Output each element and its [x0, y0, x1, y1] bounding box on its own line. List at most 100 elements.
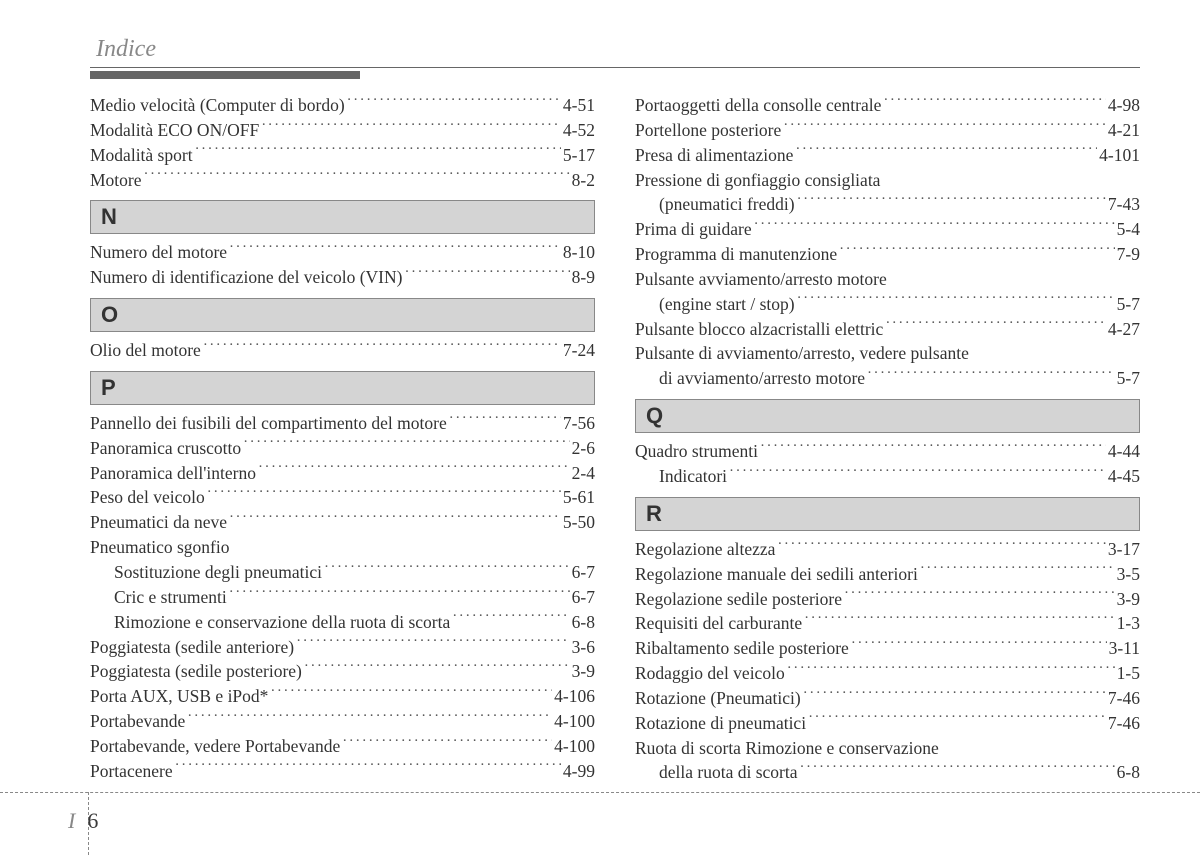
leader-dots: [760, 440, 1106, 458]
leader-dots: [971, 342, 1138, 360]
index-entry-page: 4-52: [563, 118, 595, 143]
index-entry: Panoramica dell'interno2-4: [90, 461, 595, 486]
leader-dots: [729, 464, 1106, 482]
index-entry-page: 4-100: [554, 734, 595, 759]
index-entry-page: 7-43: [1108, 192, 1140, 217]
index-entry: della ruota di scorta6-8: [635, 760, 1140, 785]
index-entry-page: 8-2: [572, 168, 595, 193]
index-entry-label: Porta AUX, USB e iPod*: [90, 684, 268, 709]
index-entry-label: Portaoggetti della consolle centrale: [635, 93, 881, 118]
index-entry: Pulsante di avviamento/arresto, vedere p…: [635, 341, 1140, 366]
index-entry-label: Sostituzione degli pneumatici: [114, 560, 322, 585]
index-entry-page: 3-11: [1109, 636, 1140, 661]
index-entry-page: 7-9: [1117, 242, 1140, 267]
index-entry: (pneumatici freddi)7-43: [635, 192, 1140, 217]
header-rule: [90, 67, 1140, 68]
index-entry-page: 2-6: [572, 436, 595, 461]
index-entry-label: Pneumatico sgonfio: [90, 535, 230, 560]
index-entry-label: Panoramica cruscotto: [90, 436, 241, 461]
index-entry: Modalità ECO ON/OFF4-52: [90, 118, 595, 143]
index-entry-page: 5-50: [563, 510, 595, 535]
index-entry-label: Rimozione e conservazione della ruota di…: [114, 610, 450, 635]
index-entry: Portacenere 4-99: [90, 759, 595, 784]
index-entry: Rotazione di pneumatici7-46: [635, 711, 1140, 736]
section-letter: O: [90, 298, 595, 332]
leader-dots: [883, 94, 1106, 112]
index-entry: Porta AUX, USB e iPod*4-106: [90, 684, 595, 709]
leader-dots: [795, 143, 1097, 161]
leader-dots: [187, 710, 552, 728]
index-entry: Ruota di scorta Rimozione e conservazion…: [635, 736, 1140, 761]
index-entry: Pneumatico sgonfio: [90, 535, 595, 560]
index-entry-page: 5-17: [563, 143, 595, 168]
index-entry-label: Portabevande, vedere Portabevande: [90, 734, 340, 759]
index-entry-label: Pulsante avviamento/arresto motore: [635, 267, 887, 292]
index-entry-label: Pressione di gonfiaggio consigliata: [635, 168, 880, 193]
index-entry-label: Ribaltamento sedile posteriore: [635, 636, 849, 661]
index-entry-label: Quadro strumenti: [635, 439, 758, 464]
index-entry-page: 4-44: [1108, 439, 1140, 464]
leader-dots: [787, 662, 1115, 680]
index-entry: Pressione di gonfiaggio consigliata: [635, 168, 1140, 193]
index-entry: Regolazione altezza3-17: [635, 537, 1140, 562]
index-entry: Peso del veicolo5-61: [90, 485, 595, 510]
index-entry-label: Cric e strumenti: [114, 585, 227, 610]
leader-dots: [229, 585, 570, 603]
index-entry: Sostituzione degli pneumatici 6-7: [90, 560, 595, 585]
index-entry-page: 5-7: [1117, 366, 1140, 391]
index-entry-page: 8-9: [572, 265, 595, 290]
index-entry-page: 1-3: [1117, 611, 1140, 636]
index-entry-label: Numero del motore: [90, 240, 227, 265]
index-entry: Modalità sport 5-17: [90, 143, 595, 168]
index-entry-page: 3-9: [572, 659, 595, 684]
leader-dots: [229, 511, 561, 529]
footer-dashed-line: [0, 792, 1200, 793]
index-entry-label: Pulsante blocco alzacristalli elettric: [635, 317, 883, 342]
leader-dots: [207, 486, 561, 504]
index-entry-label: Pneumatici da neve: [90, 510, 227, 535]
index-entry: Pannello dei fusibili del compartimento …: [90, 411, 595, 436]
index-entry: Poggiatesta (sedile posteriore) 3-9: [90, 659, 595, 684]
leader-dots: [347, 94, 561, 112]
index-entry-label: Portabevande: [90, 709, 185, 734]
leader-dots: [851, 637, 1107, 655]
index-entry-label: Portacenere: [90, 759, 173, 784]
leader-dots: [195, 143, 561, 161]
index-entry-page: 6-8: [1117, 760, 1140, 785]
index-entry-page: 7-46: [1108, 711, 1140, 736]
index-entry-label: Peso del veicolo: [90, 485, 205, 510]
leader-dots: [229, 241, 561, 259]
index-entry-label: Modalità sport: [90, 143, 193, 168]
leader-dots: [449, 411, 561, 429]
index-entry-label: (engine start / stop): [659, 292, 795, 317]
index-entry-page: 4-98: [1108, 93, 1140, 118]
index-entry-page: 3-9: [1117, 587, 1140, 612]
leader-dots: [808, 711, 1106, 729]
index-entry-page: 4-101: [1099, 143, 1140, 168]
header-bar: [90, 71, 360, 79]
index-entry-page: 6-7: [572, 585, 595, 610]
index-entry-page: 6-8: [572, 610, 595, 635]
index-entry: Portabevande, vedere Portabevande 4-100: [90, 734, 595, 759]
index-entry: Motore8-2: [90, 168, 595, 193]
index-entry: Panoramica cruscotto 2-6: [90, 436, 595, 461]
index-entry-page: 4-21: [1108, 118, 1140, 143]
index-entry: Rodaggio del veicolo1-5: [635, 661, 1140, 686]
index-entry: Olio del motore7-24: [90, 338, 595, 363]
section-letter: N: [90, 200, 595, 234]
index-entry-page: 4-99: [563, 759, 595, 784]
leader-dots: [754, 218, 1115, 236]
index-entry-page: 3-6: [572, 635, 595, 660]
index-entry: Poggiatesta (sedile anteriore)3-6: [90, 635, 595, 660]
index-entry-label: Poggiatesta (sedile posteriore): [90, 659, 302, 684]
leader-dots: [803, 686, 1106, 704]
index-entry-page: 7-24: [563, 338, 595, 363]
index-entry-page: 5-4: [1117, 217, 1140, 242]
footer-page: 6: [87, 808, 98, 833]
index-entry: Prima di guidare5-4: [635, 217, 1140, 242]
index-entry-label: Programma di manutenzione: [635, 242, 837, 267]
index-entry-page: 4-27: [1108, 317, 1140, 342]
index-entry: Cric e strumenti 6-7: [90, 585, 595, 610]
index-entry-page: 6-7: [572, 560, 595, 585]
index-entry-page: 4-100: [554, 709, 595, 734]
